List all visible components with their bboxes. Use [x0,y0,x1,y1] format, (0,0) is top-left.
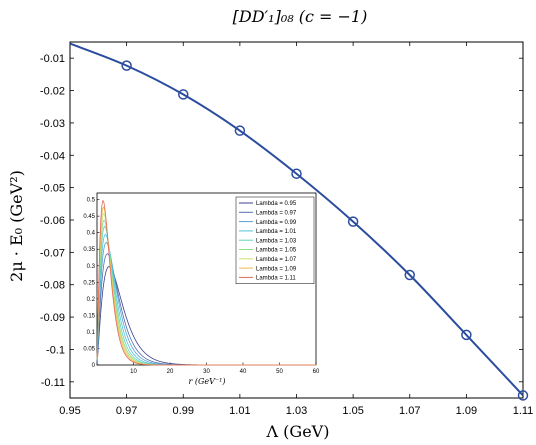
x-tick-label: 1.03 [286,405,307,417]
legend-entry: Lambda = 1.01 [256,229,297,235]
legend-entry: Lambda = 1.07 [256,257,297,263]
y-tick-label: -0.02 [40,86,65,98]
data-point [347,216,359,227]
inset-y-tick-label: 0.15 [83,313,95,319]
data-point [234,125,246,136]
y-tick-label: -0.1 [46,344,65,356]
inset-x-tick-label: 40 [240,369,247,375]
data-point [461,329,472,341]
inset-x-tick-label: 30 [203,369,210,375]
inset-x-tick-label: 60 [313,369,320,375]
inset-series [96,200,317,366]
data-point [517,390,529,401]
legend-entry: Lambda = 1.11 [256,276,296,282]
data-point [404,269,415,281]
main-ticks: 0.95 0.97 0.99 1.01 1.03 1.05 1.07 1.09 1.11 -0.0… [40,42,533,417]
y-tick-label: -0.08 [40,280,65,292]
x-tick-label: 1.07 [399,405,420,417]
inset-y-tick-label: 0.2 [87,297,96,303]
legend-entry: Lambda = 0.99 [256,220,297,226]
y-axis-label: 2μ · E₀ (GeV²) [7,170,26,282]
inset-x-tick-label: 10 [130,369,137,375]
y-tick-label: -0.09 [40,312,65,324]
x-tick-label: 1.09 [456,405,477,417]
inset-y-tick-label: 0.1 [87,330,96,336]
inset-ticks: 10 20 30 40 50 60 0 0.05 0.1 0.15 0.2 0.25 0.3 0.35 0.… [83,198,320,375]
inset-series-line [96,200,317,366]
legend-entry: Lambda = 0.97 [256,211,297,217]
data-point [178,89,189,100]
y-tick-label: -0.06 [40,215,65,227]
chart-title: [DD′₁]₀₈ (c = −1) [233,7,368,26]
legend-entry: Lambda = 1.03 [256,238,297,244]
legend-entry: Lambda = 0.95 [256,201,297,207]
data-point [291,168,302,179]
y-tick-label: -0.01 [40,53,65,65]
legend-entry: Lambda = 1.09 [256,266,297,272]
x-tick-label: 0.99 [173,405,194,417]
inset-y-tick-label: 0 [92,363,96,369]
x-tick-label: 0.95 [59,405,80,417]
y-tick-label: -0.04 [40,150,65,162]
y-tick-label: -0.03 [40,118,65,130]
series-line [69,42,524,397]
inset-x-tick-label: 50 [276,369,283,375]
x-tick-label: 0.97 [116,405,137,417]
x-tick-label: 1.11 [513,405,534,417]
inset-y-tick-label: 0.3 [87,264,96,270]
data-point [121,60,132,71]
inset-x-axis-label: r (GeV⁻¹) [189,377,226,386]
x-axis-label: Λ (GeV) [266,422,330,441]
inset-y-tick-label: 0.45 [83,214,95,220]
inset-x-tick-label: 20 [167,369,174,375]
y-tick-label: -0.07 [40,247,65,259]
inset-y-tick-label: 0.25 [83,280,95,286]
inset-y-tick-label: 0.4 [87,231,96,237]
x-tick-label: 1.05 [342,405,363,417]
inset-y-tick-label: 0.05 [83,346,95,352]
legend-entry: Lambda = 1.05 [256,248,297,254]
main-series [69,42,529,401]
inset-legend: Lambda = 0.95 Lambda = 0.97 Lambda = 0.99 L… [235,196,315,284]
inset-y-tick-label: 0.5 [87,198,96,204]
inset-y-tick-label: 0.35 [83,247,95,253]
x-tick-label: 1.01 [229,405,250,417]
y-tick-label: -0.05 [40,183,65,195]
y-tick-label: -0.11 [41,377,65,389]
